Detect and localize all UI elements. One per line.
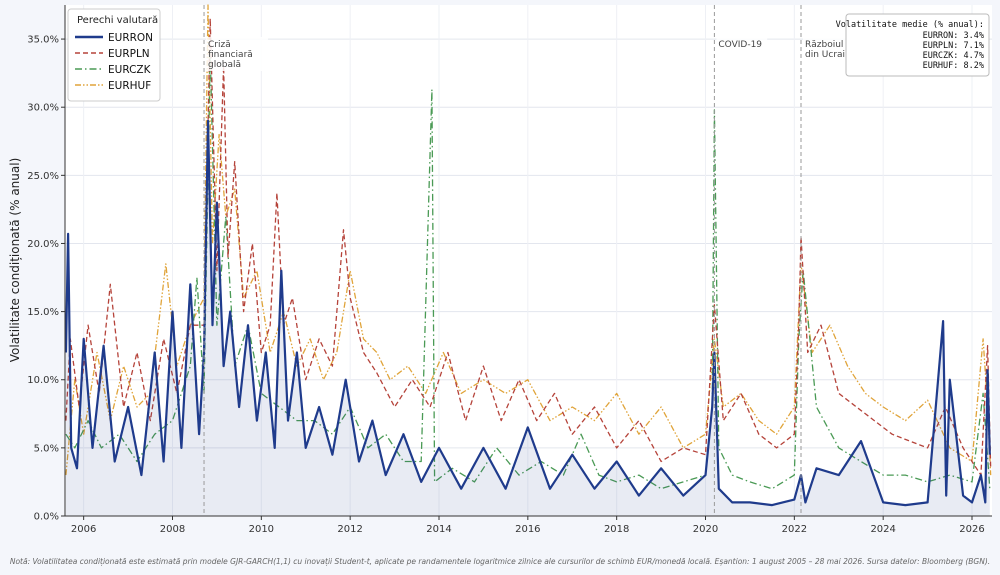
y-tick-label: 5.0% (34, 443, 59, 454)
y-tick-label: 10.0% (27, 375, 59, 386)
event-label-bg (206, 37, 269, 71)
x-tick-label: 2016 (515, 524, 540, 535)
y-axis-label: Volatilitate condiționată (% anual) (8, 158, 22, 363)
series-line-eurczk (65, 52, 991, 490)
legend-items: EURRON EURPLN EURCZK EURHUF (75, 32, 153, 92)
mean-box-title: Volatilitate medie (% anual): (836, 20, 984, 30)
x-ticks: 2006 2008 2010 2012 2014 2016 2018 2020 2022 2024… (71, 516, 985, 535)
mean-box-line-eurczk: EURCZK: 4.7% (923, 51, 984, 61)
y-tick-label: 30.0% (27, 103, 59, 114)
series-line-eurhuf (65, 4, 992, 476)
mean-box-frame (845, 13, 990, 77)
x-tick-label: 2006 (71, 524, 96, 535)
mean-box-line-eurron: EURRON: 3.4% (923, 31, 984, 41)
x-tick-label: 2022 (782, 524, 807, 535)
x-tick-label: 2008 (160, 524, 185, 535)
legend-title: Perechi valutară (77, 15, 158, 26)
y-tick-label: 20.0% (27, 239, 59, 250)
x-tick-label: 2018 (604, 524, 629, 535)
footnote: Notă: Volatilitatea condiționată este es… (10, 557, 990, 566)
legend-label-eurhuf: EURHUF (108, 80, 151, 92)
series-line-eurron (64, 119, 991, 507)
event-label: COVID-19 (718, 40, 762, 50)
legend-label-eurron: EURRON (108, 32, 153, 44)
y-ticks: 0.0% 5.0% 10.0% 15.0% 20.0% 25.0% 30.0% 35.0% (27, 35, 65, 523)
series-layer (64, 4, 992, 517)
y-tick-label: 25.0% (27, 171, 59, 182)
x-tick-label: 2026 (959, 524, 984, 535)
series-line-eurpln (65, 17, 992, 476)
mean-volatility-box: Volatilitate medie (% anual): EURRON: 3.… (836, 13, 990, 77)
mean-box-line-eurpln: EURPLN: 7.1% (923, 41, 984, 51)
x-tick-label: 2010 (249, 524, 274, 535)
event-label: din Ucraina (805, 50, 856, 60)
axes (64, 5, 992, 517)
x-tick-label: 2024 (870, 524, 895, 535)
x-tick-label: 2012 (337, 524, 362, 535)
x-tick-label: 2014 (426, 524, 451, 535)
series-area-eurron (65, 120, 990, 517)
legend-box (67, 8, 161, 102)
event-label: globală (208, 60, 241, 70)
legend-label-eurczk: EURCZK (108, 64, 152, 76)
y-tick-label: 0.0% (34, 512, 59, 523)
event-label: Criză (208, 40, 231, 50)
y-tick-label: 35.0% (27, 35, 59, 46)
event-label: financiară (208, 50, 253, 60)
event-label-bg (716, 37, 768, 51)
mean-box-line-eurhuf: EURHUF: 8.2% (923, 61, 984, 71)
legend-label-eurpln: EURPLN (108, 48, 150, 60)
event-label: Războiul (805, 40, 843, 50)
legend: Perechi valutară EURRON EURPLN EURCZK EURHU… (67, 8, 161, 102)
y-tick-label: 15.0% (27, 307, 59, 318)
x-tick-label: 2020 (693, 524, 718, 535)
